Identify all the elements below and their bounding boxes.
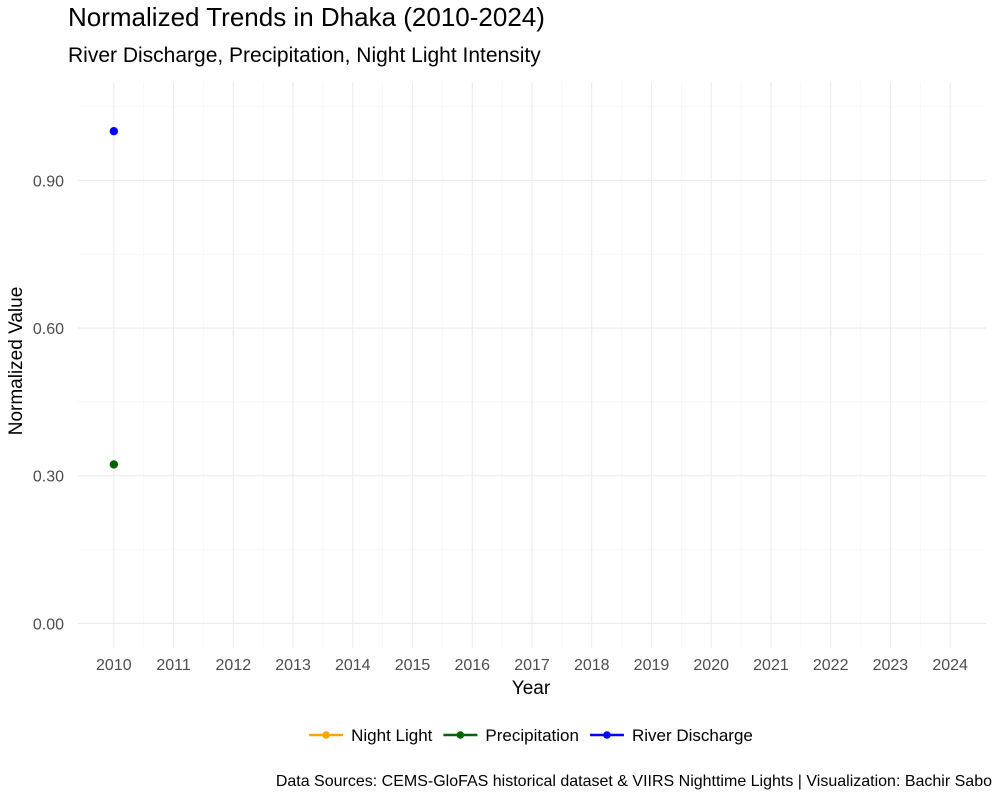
- x-axis-title: Year: [512, 678, 551, 699]
- legend-label: River Discharge: [632, 726, 753, 745]
- x-tick-label-2023: 2023: [873, 657, 909, 674]
- x-tick-label-2010: 2010: [96, 657, 132, 674]
- gridlines: [78, 82, 986, 648]
- x-tick-label-2012: 2012: [216, 657, 252, 674]
- chart-title: Normalized Trends in Dhaka (2010-2024): [68, 2, 545, 32]
- x-axis-ticks: 2010 2011 2012 2013 2014 2015 2016 2017 2018 2019…: [96, 657, 968, 674]
- x-tick-label-2022: 2022: [813, 657, 849, 674]
- chart-caption: Data Sources: CEMS-GloFAS historical dat…: [276, 773, 992, 790]
- x-tick-label-2015: 2015: [395, 657, 431, 674]
- x-tick-label-2021: 2021: [753, 657, 789, 674]
- legend: Night Light Precipitation River Discharge: [309, 726, 753, 745]
- y-tick-label-3: 0.90: [33, 173, 64, 190]
- legend-key-point: [322, 731, 330, 739]
- chart-subtitle: River Discharge, Precipitation, Night Li…: [68, 44, 541, 67]
- y-axis-ticks: 0.00 0.30 0.60 0.90: [33, 173, 64, 633]
- x-tick-label-2018: 2018: [574, 657, 610, 674]
- y-tick-label-0: 0.00: [33, 616, 64, 633]
- legend-label: Precipitation: [485, 726, 579, 745]
- y-tick-label-2: 0.60: [33, 321, 64, 338]
- series-layer: [109, 127, 119, 469]
- legend-item-precipitation: Precipitation: [443, 726, 579, 745]
- x-tick-label-2017: 2017: [514, 657, 550, 674]
- legend-key-point: [603, 731, 611, 739]
- data-point-river-discharge-2010: [109, 127, 119, 136]
- series-river-discharge: [109, 127, 119, 136]
- legend-item-river-discharge: River Discharge: [589, 726, 753, 745]
- x-tick-label-2020: 2020: [693, 657, 729, 674]
- x-tick-label-2019: 2019: [634, 657, 670, 674]
- y-tick-label-1: 0.30: [33, 469, 64, 486]
- data-point-precipitation-2010: [109, 460, 119, 469]
- x-tick-label-2013: 2013: [275, 657, 311, 674]
- legend-label: Night Light: [351, 726, 433, 745]
- legend-item-night-light: Night Light: [309, 726, 433, 745]
- x-tick-label-2024: 2024: [932, 657, 968, 674]
- x-tick-label-2016: 2016: [454, 657, 490, 674]
- legend-key-point: [456, 731, 465, 739]
- x-tick-label-2011: 2011: [156, 657, 191, 674]
- y-axis-title: Normalized Value: [6, 287, 27, 436]
- series-precipitation: [109, 460, 119, 469]
- x-tick-label-2014: 2014: [335, 657, 371, 674]
